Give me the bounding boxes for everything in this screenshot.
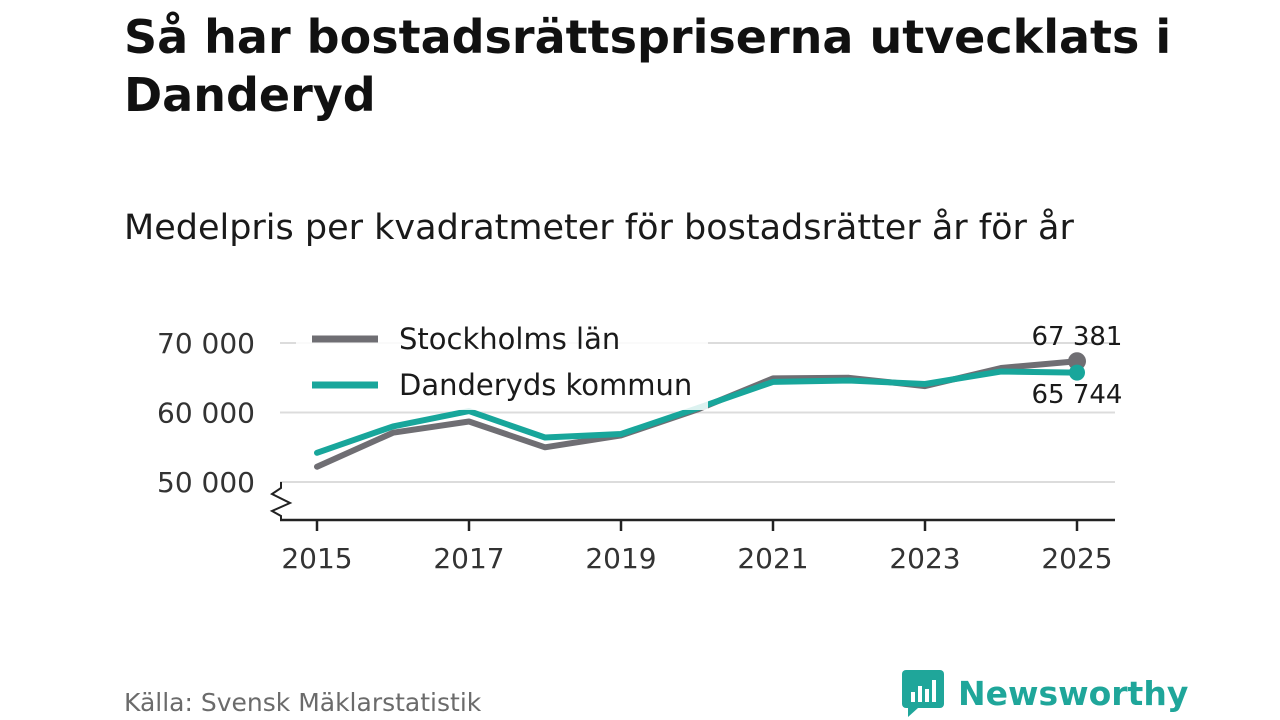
brand-logo: Newsworthy <box>902 670 1188 718</box>
y-tick-label: 70 000 <box>157 327 255 360</box>
x-tick-label: 2019 <box>585 542 656 575</box>
end-value-label: 67 381 <box>1032 322 1123 352</box>
brand-name: Newsworthy <box>958 674 1189 713</box>
series-end-point <box>1069 364 1085 381</box>
x-tick-label: 2021 <box>737 542 808 575</box>
chart-subtitle: Medelpris per kvadratmeter för bostadsrä… <box>124 208 1074 248</box>
legend-background <box>296 318 708 410</box>
axes: 50 000 60 000 70 000 2015 2017 2019 2021 2023 20… <box>157 327 1115 575</box>
legend: Stockholms län Danderyds kommun <box>296 318 708 410</box>
x-tick-label: 2025 <box>1041 542 1112 575</box>
y-tick-label: 50 000 <box>157 466 255 499</box>
source-note: Källa: Svensk Mäklarstatistik <box>124 688 482 717</box>
newsworthy-logo-icon <box>902 670 944 717</box>
axis-break-icon <box>269 482 293 520</box>
end-labels: 67 381 65 744 <box>1032 322 1123 410</box>
end-value-label: 65 744 <box>1032 380 1123 410</box>
y-tick-label: 60 000 <box>157 397 255 430</box>
x-tick-label: 2017 <box>433 542 504 575</box>
legend-label: Danderyds kommun <box>399 368 692 402</box>
x-tick-label: 2023 <box>889 542 960 575</box>
legend-label: Stockholms län <box>399 322 620 356</box>
chart-title: Så har bostadsrättspriserna utvecklats i… <box>124 10 1172 122</box>
x-tick-label: 2015 <box>281 542 352 575</box>
series-end-point <box>1068 352 1086 371</box>
